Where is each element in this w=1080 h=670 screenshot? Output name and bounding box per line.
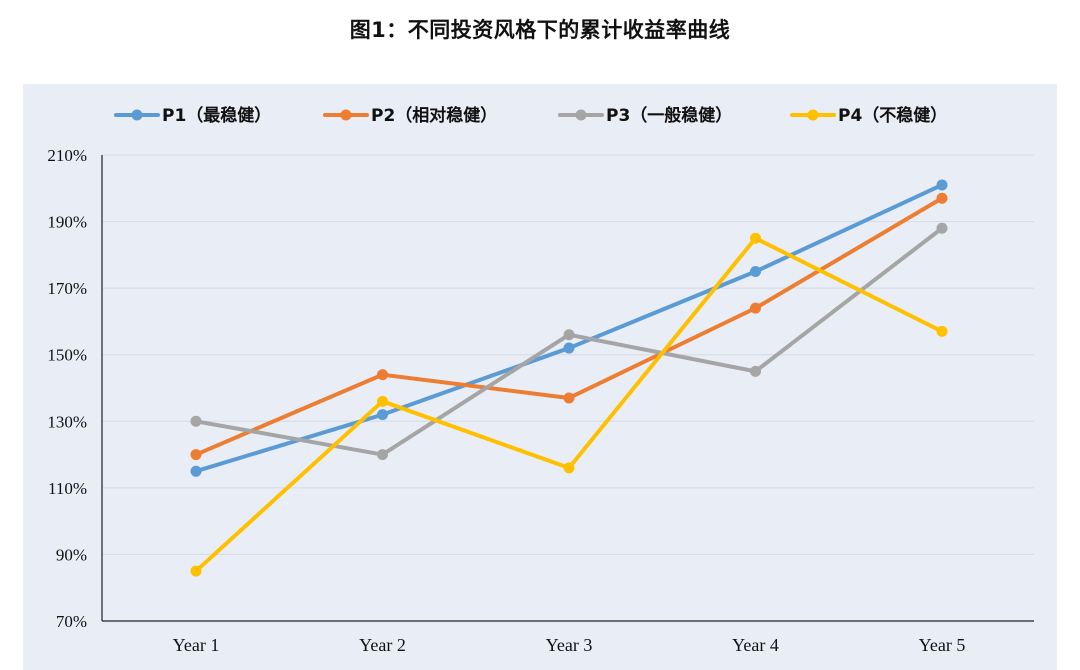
y-tick-label: 90% xyxy=(56,545,87,564)
x-tick-labels: Year 1 Year 2 Year 3 Year 4 Year 5 xyxy=(173,635,966,655)
y-tick-label: 210% xyxy=(47,146,87,165)
x-tick-label: Year 4 xyxy=(732,635,779,655)
y-tick-label: 150% xyxy=(47,346,87,365)
y-tick-labels: 70% 90% 110% 130% 150% 170% 190% 210% xyxy=(47,146,87,631)
data-point xyxy=(563,392,575,404)
x-tick-label: Year 2 xyxy=(359,635,406,655)
y-tick-label: 70% xyxy=(56,612,87,631)
data-point xyxy=(936,192,948,204)
data-point xyxy=(563,462,575,474)
x-tick-label: Year 5 xyxy=(919,635,966,655)
chart-title: 图1：不同投资风格下的累计收益率曲线 xyxy=(349,18,731,42)
axes xyxy=(101,155,1034,622)
data-point xyxy=(190,415,202,427)
y-tick-label: 190% xyxy=(47,213,87,232)
x-tick-label: Year 3 xyxy=(546,635,593,655)
data-point xyxy=(190,565,202,577)
x-tick-label: Year 1 xyxy=(173,635,220,655)
y-tick-label: 110% xyxy=(48,479,87,498)
legend-swatch-marker xyxy=(575,109,587,121)
legend: P1（最稳健） P2（相对稳健） P3（一般稳健） P4（不稳健） xyxy=(114,105,947,126)
series-3 xyxy=(190,222,948,461)
legend-label: P3（一般稳健） xyxy=(606,105,732,126)
data-point xyxy=(750,232,761,244)
data-point xyxy=(377,409,388,421)
y-tick-label: 130% xyxy=(47,412,87,431)
data-point xyxy=(750,302,761,314)
data-point xyxy=(936,325,948,337)
legend-swatch-marker xyxy=(131,109,143,121)
data-point xyxy=(750,266,761,277)
legend-item: P3（一般稳健） xyxy=(558,105,732,126)
series-line xyxy=(194,182,944,474)
legend-item: P4（不稳健） xyxy=(790,105,947,126)
legend-swatch-marker xyxy=(340,109,352,121)
data-point xyxy=(750,365,761,377)
legend-swatch-marker xyxy=(807,109,819,121)
data-point xyxy=(190,449,202,461)
data-point xyxy=(190,465,202,477)
data-point xyxy=(563,329,575,341)
series-4 xyxy=(190,232,948,577)
series-1 xyxy=(190,179,948,477)
gridlines xyxy=(102,154,1034,555)
legend-label: P4（不稳健） xyxy=(838,105,947,126)
legend-label: P1（最稳健） xyxy=(162,105,271,126)
y-tick-label: 170% xyxy=(47,279,87,298)
legend-item: P1（最稳健） xyxy=(114,105,271,126)
data-point xyxy=(377,449,388,461)
data-point xyxy=(936,179,948,191)
legend-item: P2（相对稳健） xyxy=(323,105,497,126)
data-point xyxy=(377,369,388,381)
data-point xyxy=(377,395,388,407)
legend-label: P2（相对稳健） xyxy=(371,105,497,126)
data-point xyxy=(936,222,948,234)
data-point xyxy=(563,342,575,354)
series-2 xyxy=(190,192,948,461)
series-lines xyxy=(190,179,948,577)
